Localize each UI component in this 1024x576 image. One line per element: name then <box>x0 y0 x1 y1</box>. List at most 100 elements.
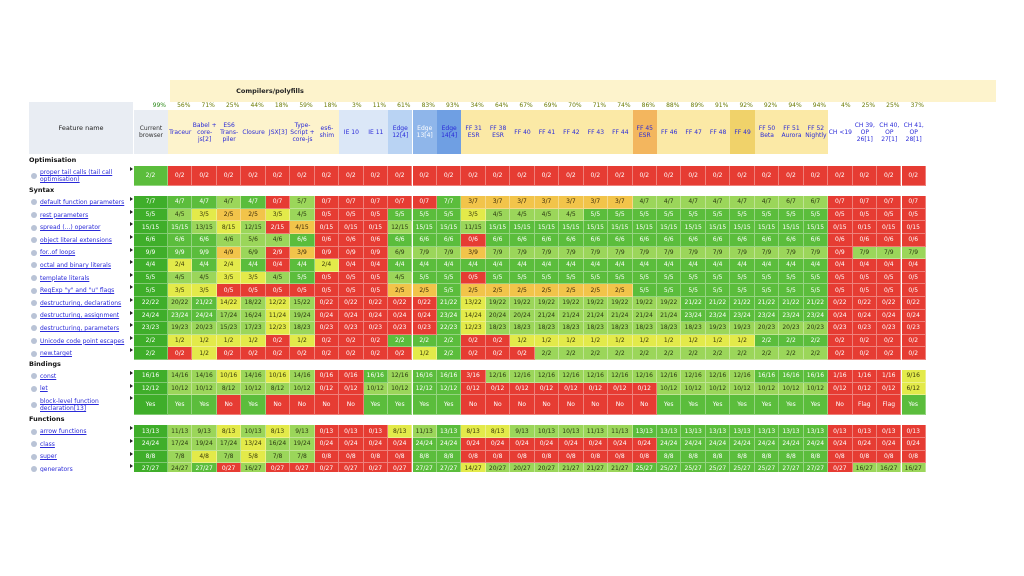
result-cell[interactable]: 0/23 <box>828 322 853 335</box>
result-cell[interactable]: 18/23 <box>657 322 682 335</box>
result-cell[interactable]: 9/13 <box>510 425 535 438</box>
result-cell[interactable]: 15/15 <box>632 221 657 234</box>
result-cell[interactable]: 0/2 <box>754 166 780 187</box>
result-cell[interactable]: 0/24 <box>461 437 486 451</box>
result-cell[interactable]: 5/5 <box>559 271 584 285</box>
result-cell[interactable]: 27/27 <box>436 463 462 472</box>
result-cell[interactable]: 15/15 <box>485 221 511 234</box>
result-cell[interactable]: 6/6 <box>559 233 584 247</box>
result-cell[interactable]: 0/7 <box>828 196 853 209</box>
result-cell[interactable]: 20/27 <box>510 463 535 472</box>
result-cell[interactable]: 1/2 <box>168 334 193 348</box>
result-cell[interactable]: 5/5 <box>412 271 437 285</box>
result-cell[interactable]: 0/5 <box>339 208 364 222</box>
feature-row-label[interactable]: new.target <box>31 347 131 360</box>
feature-link[interactable]: block-level function declaration[13] <box>40 398 99 413</box>
expand-arrow-icon[interactable] <box>130 310 133 315</box>
result-cell[interactable]: 0/23 <box>412 322 437 335</box>
result-cell[interactable]: 14/27 <box>461 463 486 472</box>
result-cell[interactable]: 19/22 <box>510 296 535 310</box>
result-cell[interactable]: 4/5 <box>485 208 511 222</box>
result-cell[interactable]: 0/2 <box>265 166 291 187</box>
expand-arrow-icon[interactable] <box>130 426 133 431</box>
result-cell[interactable]: 0/24 <box>583 437 609 451</box>
result-cell[interactable]: 24/24 <box>754 437 780 451</box>
result-cell[interactable]: 18/23 <box>681 322 706 335</box>
result-cell[interactable]: 5/5 <box>632 208 657 222</box>
result-cell[interactable]: 16/16 <box>803 369 829 383</box>
expand-arrow-icon[interactable] <box>130 438 133 443</box>
result-cell[interactable]: 11/13 <box>412 425 437 438</box>
result-cell[interactable]: 5/5 <box>705 271 731 285</box>
result-cell[interactable]: 0/5 <box>265 284 291 297</box>
result-cell[interactable]: 0/15 <box>339 221 364 234</box>
result-cell[interactable]: 11/24 <box>265 309 291 323</box>
result-cell[interactable]: Flag <box>852 395 878 416</box>
result-cell[interactable]: 2/2 <box>730 347 755 360</box>
result-cell[interactable]: 0/5 <box>241 284 266 297</box>
result-cell[interactable]: 4/4 <box>534 259 560 272</box>
result-cell[interactable]: 1/2 <box>632 334 657 348</box>
result-cell[interactable]: 0/5 <box>852 271 878 285</box>
feature-link[interactable]: destructuring, declarations <box>40 299 122 307</box>
result-cell[interactable]: 0/2 <box>510 347 535 360</box>
result-cell[interactable]: 2/2 <box>134 334 168 348</box>
result-cell[interactable]: 12/12 <box>412 382 437 396</box>
column-header[interactable]: IE 10 <box>339 110 364 154</box>
result-cell[interactable]: 3/7 <box>461 196 486 209</box>
feature-row-label[interactable]: arrow functions <box>31 425 131 438</box>
result-cell[interactable]: 2/2 <box>534 347 560 360</box>
result-cell[interactable]: 13/13 <box>803 425 829 438</box>
result-cell[interactable]: 8/13 <box>265 425 291 438</box>
result-cell[interactable]: 5/5 <box>730 284 755 297</box>
column-header[interactable]: FF 45 ESR <box>632 110 657 154</box>
result-cell[interactable]: 6/6 <box>608 233 633 247</box>
result-cell[interactable]: 0/7 <box>339 196 364 209</box>
result-cell[interactable]: Yes <box>168 395 193 416</box>
column-header[interactable]: FF 31 ESR <box>461 110 486 154</box>
result-cell[interactable]: 0/2 <box>485 347 511 360</box>
result-cell[interactable]: 18/23 <box>632 322 657 335</box>
feature-row-label[interactable]: class <box>31 438 131 451</box>
result-cell[interactable]: 19/22 <box>632 296 657 310</box>
result-cell[interactable]: 12/16 <box>705 369 731 383</box>
result-cell[interactable]: 21/22 <box>681 296 706 310</box>
result-cell[interactable]: 0/12 <box>583 382 609 396</box>
result-cell[interactable]: 11/13 <box>168 425 193 438</box>
result-cell[interactable]: 0/2 <box>168 347 193 360</box>
result-cell[interactable]: 0/2 <box>828 347 853 360</box>
result-cell[interactable]: 24/24 <box>681 437 706 451</box>
result-cell[interactable]: 16/24 <box>265 437 291 451</box>
result-cell[interactable]: 8/13 <box>388 425 413 438</box>
feature-info-icon[interactable] <box>31 275 37 282</box>
result-cell[interactable]: 0/2 <box>705 166 731 187</box>
result-cell[interactable]: 7/9 <box>510 246 535 260</box>
result-cell[interactable]: 5/5 <box>657 271 682 285</box>
result-cell[interactable]: 0/5 <box>314 284 340 297</box>
result-cell[interactable]: 2/5 <box>388 284 413 297</box>
result-cell[interactable]: 0/2 <box>852 166 878 187</box>
result-cell[interactable]: 4/4 <box>388 259 413 272</box>
result-cell[interactable]: 10/12 <box>363 382 389 396</box>
result-cell[interactable]: 7/9 <box>852 246 878 260</box>
result-cell[interactable]: 10/12 <box>192 382 217 396</box>
feature-row-label[interactable]: default function parameters <box>31 196 131 209</box>
result-cell[interactable]: 5/5 <box>803 271 829 285</box>
result-cell[interactable]: 24/24 <box>803 437 829 451</box>
result-cell[interactable]: 5/5 <box>705 208 731 222</box>
result-cell[interactable]: 9/13 <box>192 425 217 438</box>
result-cell[interactable]: 0/24 <box>388 437 413 451</box>
result-cell[interactable]: 7/9 <box>632 246 657 260</box>
result-cell[interactable]: 4/7 <box>241 196 266 209</box>
result-cell[interactable]: 0/2 <box>339 166 364 187</box>
result-cell[interactable]: 0/2 <box>265 334 291 348</box>
result-cell[interactable]: 21/24 <box>583 309 609 323</box>
result-cell[interactable]: 10/12 <box>681 382 706 396</box>
result-cell[interactable]: 5/5 <box>583 271 609 285</box>
result-cell[interactable]: 15/15 <box>436 221 462 234</box>
result-cell[interactable]: 7/7 <box>436 196 462 209</box>
result-cell[interactable]: 11/15 <box>461 221 486 234</box>
result-cell[interactable]: 0/2 <box>583 166 609 187</box>
feature-row-label[interactable]: let <box>31 383 131 396</box>
feature-link[interactable]: new.target <box>40 350 73 358</box>
